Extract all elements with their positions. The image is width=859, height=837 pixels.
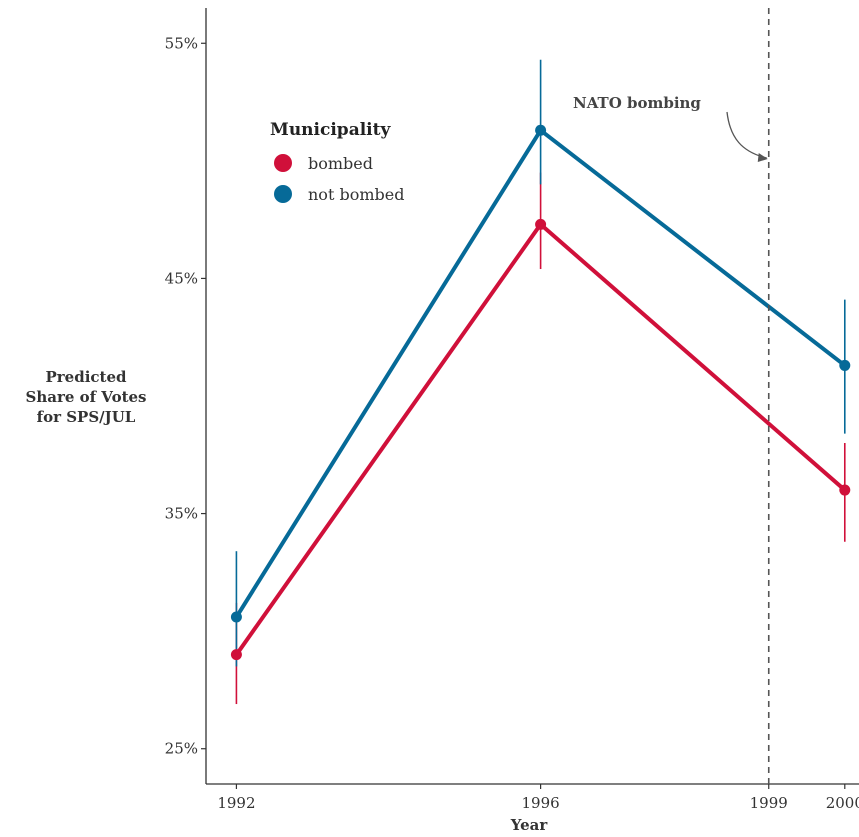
x-tick-label: 2000 xyxy=(826,794,859,812)
data-point xyxy=(535,124,547,136)
x-axis-title: Year xyxy=(510,816,549,834)
legend-key xyxy=(274,185,292,203)
y-tick-label: 55% xyxy=(165,34,198,52)
annotation: NATO bombing xyxy=(573,8,770,784)
data-point xyxy=(230,649,242,661)
data-point xyxy=(230,611,242,623)
series-line-0 xyxy=(234,222,847,656)
x-tick-label: 1999 xyxy=(750,794,788,812)
legend-label: not bombed xyxy=(308,185,404,204)
annotation-arrowhead xyxy=(757,153,768,162)
y-axis-title-line: Predicted xyxy=(45,368,127,386)
annotation-arrow xyxy=(726,111,767,159)
x-tick-label: 1996 xyxy=(522,794,560,812)
y-tick-label: 45% xyxy=(165,269,198,287)
legend: Municipality bombed not bombed xyxy=(270,120,404,204)
legend-key xyxy=(274,154,292,172)
y-tick-label: 25% xyxy=(165,740,198,758)
nato-bombing-label: NATO bombing xyxy=(573,94,701,112)
data-point xyxy=(839,359,851,371)
y-axis-title: Predicted Share of Votes for SPS/JUL xyxy=(26,368,147,426)
y-axis-title-line: Share of Votes xyxy=(26,388,147,406)
y-tick-label: 35% xyxy=(165,505,198,523)
axes: 25% 35% 45% 55% 1992 1996 1999 2000 Year Predicte… xyxy=(26,8,859,834)
legend-label: bombed xyxy=(308,154,373,173)
legend-title: Municipality xyxy=(270,120,391,140)
data-point xyxy=(839,484,851,496)
chart-marks xyxy=(230,59,851,705)
x-tick-label: 1992 xyxy=(217,794,255,812)
data-point xyxy=(535,218,547,230)
y-axis-title-line: for SPS/JUL xyxy=(37,408,136,426)
